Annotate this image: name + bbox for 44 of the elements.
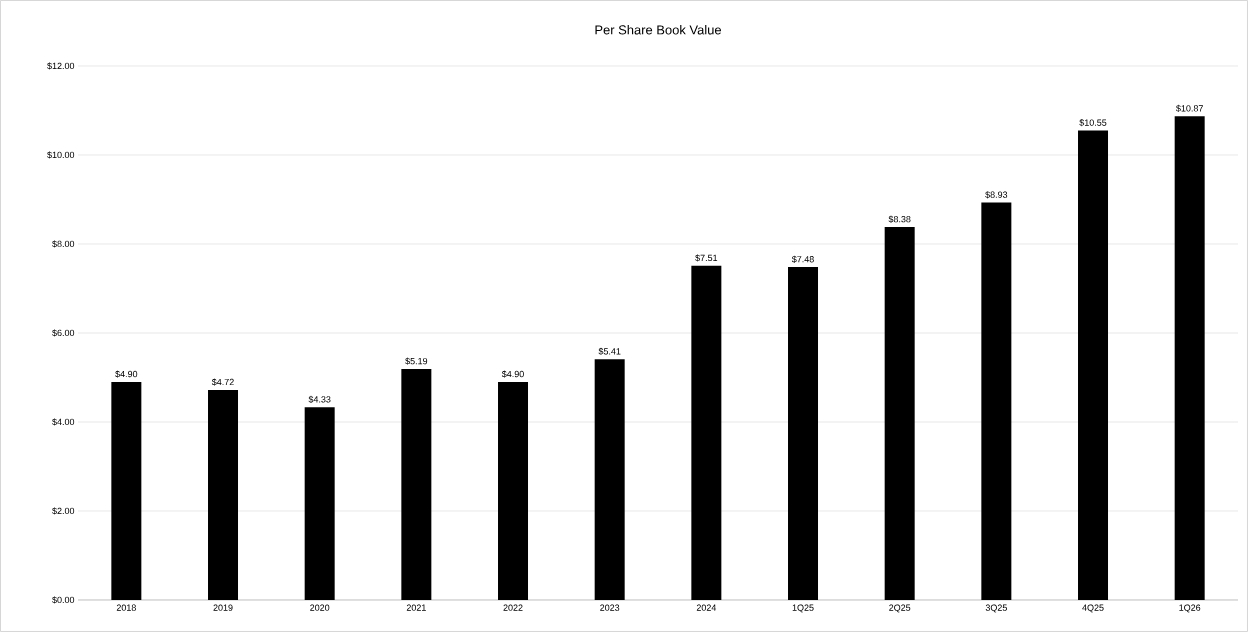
data-label: $7.51 <box>695 254 718 262</box>
y-tick-label: $4.00 <box>52 418 75 426</box>
data-label: $8.38 <box>888 215 911 223</box>
x-tick-label: 2Q25 <box>889 604 911 613</box>
y-tick-label: $0.00 <box>52 596 75 604</box>
bar <box>981 202 1012 600</box>
x-tick-label: 2020 <box>310 604 330 611</box>
bar <box>401 369 432 600</box>
bar <box>304 407 335 600</box>
data-label: $4.90 <box>501 370 524 378</box>
x-tick-label: 2021 <box>406 604 426 611</box>
data-label: $5.19 <box>405 357 428 365</box>
x-tick-label: 1Q26 <box>1179 604 1201 613</box>
x-tick-label: 2018 <box>116 604 136 611</box>
data-label: $10.55 <box>1079 119 1107 127</box>
y-tick-label: $8.00 <box>52 240 75 248</box>
x-tick-label: 2024 <box>696 604 717 611</box>
data-label: $7.48 <box>791 255 814 263</box>
data-label: $5.41 <box>598 347 621 356</box>
bar <box>691 265 722 600</box>
data-label: $4.90 <box>115 370 138 378</box>
y-tick-label: $6.00 <box>52 329 75 337</box>
bar <box>788 267 819 600</box>
bar <box>1078 130 1109 600</box>
chart-title: Per Share Book Value <box>595 24 722 35</box>
x-tick-label: 1Q25 <box>792 604 814 613</box>
x-tick-label: 2023 <box>600 604 620 611</box>
x-tick-label: 2019 <box>213 604 233 611</box>
y-tick-label: $12.00 <box>47 62 75 70</box>
bar <box>1174 116 1205 600</box>
bar <box>111 381 142 600</box>
x-tick-label: 4Q25 <box>1082 604 1104 613</box>
bar <box>498 381 529 600</box>
x-tick-label: 3Q25 <box>985 604 1007 613</box>
data-label: $4.33 <box>308 395 331 404</box>
data-label: $4.72 <box>211 378 234 386</box>
data-label: $8.93 <box>985 191 1008 199</box>
y-tick-label: $10.00 <box>47 151 75 159</box>
y-tick-label: $2.00 <box>52 507 75 515</box>
bar <box>208 389 239 600</box>
x-tick-label: 2022 <box>503 604 523 611</box>
data-label: $10.87 <box>1176 104 1203 113</box>
bar <box>594 359 625 600</box>
bar <box>884 227 915 600</box>
